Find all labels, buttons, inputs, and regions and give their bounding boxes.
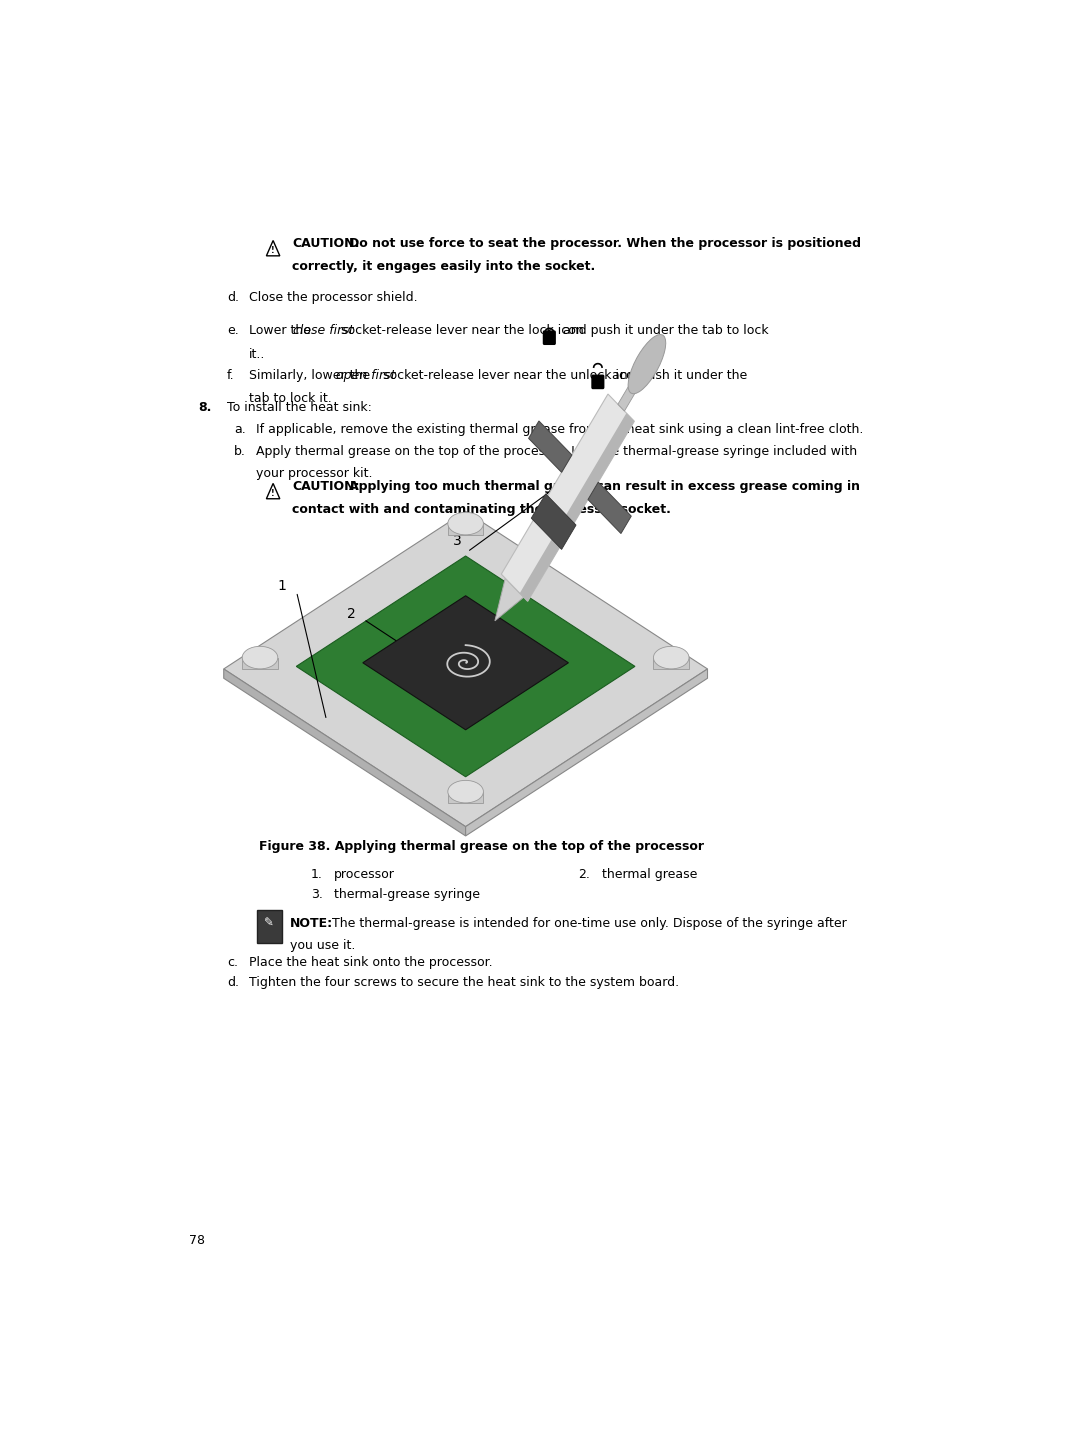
- Text: Similarly, lower the: Similarly, lower the: [248, 369, 374, 381]
- Ellipse shape: [448, 512, 484, 535]
- Polygon shape: [224, 668, 465, 836]
- FancyBboxPatch shape: [543, 331, 555, 344]
- Text: ✎: ✎: [264, 915, 274, 928]
- Polygon shape: [653, 658, 689, 668]
- Text: and push it under the: and push it under the: [608, 369, 747, 381]
- Text: correctly, it engages easily into the socket.: correctly, it engages easily into the so…: [293, 261, 595, 274]
- Polygon shape: [296, 556, 635, 777]
- Polygon shape: [465, 668, 707, 836]
- Ellipse shape: [653, 647, 689, 668]
- Text: f.: f.: [227, 369, 234, 381]
- Text: The thermal-grease is intended for one-time use only. Dispose of the syringe aft: The thermal-grease is intended for one-t…: [328, 918, 847, 931]
- Text: NOTE:: NOTE:: [289, 918, 333, 931]
- Text: To install the heat sink:: To install the heat sink:: [227, 400, 372, 413]
- Text: open first: open first: [336, 369, 395, 381]
- Text: 2: 2: [347, 607, 355, 621]
- Polygon shape: [224, 512, 707, 826]
- Text: processor: processor: [334, 868, 395, 880]
- Polygon shape: [531, 493, 576, 549]
- Polygon shape: [501, 394, 634, 601]
- Text: b.: b.: [233, 445, 245, 457]
- Ellipse shape: [629, 334, 665, 394]
- FancyBboxPatch shape: [592, 376, 604, 389]
- Polygon shape: [519, 413, 634, 601]
- Text: and push it under the tab to lock: and push it under the tab to lock: [559, 324, 769, 337]
- Text: !: !: [271, 489, 275, 498]
- Text: c.: c.: [227, 956, 238, 969]
- Text: CAUTION:: CAUTION:: [293, 480, 360, 493]
- Ellipse shape: [448, 780, 484, 803]
- Text: If applicable, remove the existing thermal grease from the heat sink using a cle: If applicable, remove the existing therm…: [256, 423, 864, 436]
- Text: your processor kit.: your processor kit.: [256, 467, 373, 480]
- Polygon shape: [448, 792, 484, 803]
- Text: socket-release lever near the unlock icon: socket-release lever near the unlock ico…: [379, 369, 642, 381]
- FancyBboxPatch shape: [257, 909, 282, 942]
- Text: 3.: 3.: [311, 888, 323, 901]
- Text: Lower the: Lower the: [248, 324, 315, 337]
- Text: it..: it..: [248, 347, 266, 360]
- Text: Place the heat sink onto the processor.: Place the heat sink onto the processor.: [248, 956, 492, 969]
- Text: close first: close first: [293, 324, 354, 337]
- Text: 3: 3: [453, 533, 461, 548]
- Text: Apply thermal grease on the top of the processor. Use the thermal-grease syringe: Apply thermal grease on the top of the p…: [256, 445, 858, 457]
- Text: !: !: [271, 245, 275, 255]
- Polygon shape: [242, 658, 278, 668]
- Text: thermal-grease syringe: thermal-grease syringe: [334, 888, 481, 901]
- Text: tab to lock it.: tab to lock it.: [248, 391, 332, 404]
- Text: 8.: 8.: [198, 400, 212, 413]
- Text: 1.: 1.: [311, 868, 323, 880]
- Polygon shape: [618, 361, 650, 412]
- Text: thermal grease: thermal grease: [602, 868, 698, 880]
- Text: 78: 78: [189, 1235, 205, 1248]
- Text: Do not use force to seat the processor. When the processor is positioned: Do not use force to seat the processor. …: [349, 237, 861, 250]
- Ellipse shape: [242, 647, 278, 668]
- Text: you use it.: you use it.: [289, 939, 355, 952]
- Text: Figure 38. Applying thermal grease on the top of the processor: Figure 38. Applying thermal grease on th…: [259, 840, 704, 853]
- Text: 1: 1: [278, 579, 286, 594]
- Text: 2.: 2.: [579, 868, 591, 880]
- Polygon shape: [448, 523, 484, 535]
- Text: socket-release lever near the lock icon: socket-release lever near the lock icon: [337, 324, 583, 337]
- Text: a.: a.: [233, 423, 245, 436]
- Polygon shape: [363, 595, 568, 730]
- Polygon shape: [588, 482, 631, 533]
- Text: d.: d.: [227, 291, 239, 304]
- Text: e.: e.: [227, 324, 239, 337]
- Text: Close the processor shield.: Close the processor shield.: [248, 291, 418, 304]
- Text: contact with and contaminating the processor socket.: contact with and contaminating the proce…: [293, 503, 672, 516]
- Polygon shape: [495, 578, 524, 621]
- Text: CAUTION:: CAUTION:: [293, 237, 360, 250]
- Text: Applying too much thermal grease can result in excess grease coming in: Applying too much thermal grease can res…: [349, 480, 861, 493]
- Text: Tighten the four screws to secure the heat sink to the system board.: Tighten the four screws to secure the he…: [248, 977, 679, 989]
- Text: d.: d.: [227, 977, 239, 989]
- Polygon shape: [528, 422, 572, 472]
